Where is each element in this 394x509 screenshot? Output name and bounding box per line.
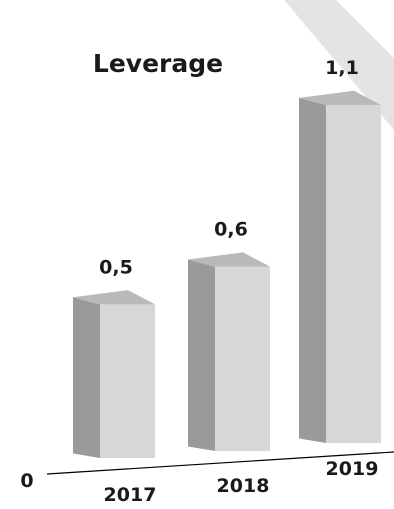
- bars-group: [73, 90, 381, 458]
- category-label: 2018: [217, 475, 270, 497]
- bar-side-face: [73, 297, 100, 458]
- bar-front-face: [326, 105, 381, 443]
- value-label: 1,1: [325, 57, 359, 79]
- bar-top-face: [299, 90, 381, 105]
- bar-side-face: [299, 97, 326, 443]
- bar-top-face: [188, 252, 270, 267]
- bar-2019: [299, 90, 381, 443]
- bar-side-face: [188, 259, 215, 451]
- category-label: 2017: [104, 484, 157, 506]
- baseline-zero-label: 0: [20, 470, 33, 492]
- bar-2017: [73, 290, 155, 458]
- value-label: 0,5: [99, 256, 133, 278]
- labels-group: 0,5 2017 0,6 2018 1,1 2019: [99, 57, 378, 506]
- chart-title: Leverage: [93, 49, 223, 78]
- value-label: 0,6: [214, 219, 248, 241]
- bar-2018: [188, 252, 270, 451]
- x-axis-line: [46, 451, 394, 475]
- bar-top-face: [73, 290, 155, 305]
- category-label: 2019: [326, 458, 379, 480]
- bar-front-face: [100, 304, 155, 458]
- bar-front-face: [215, 266, 270, 451]
